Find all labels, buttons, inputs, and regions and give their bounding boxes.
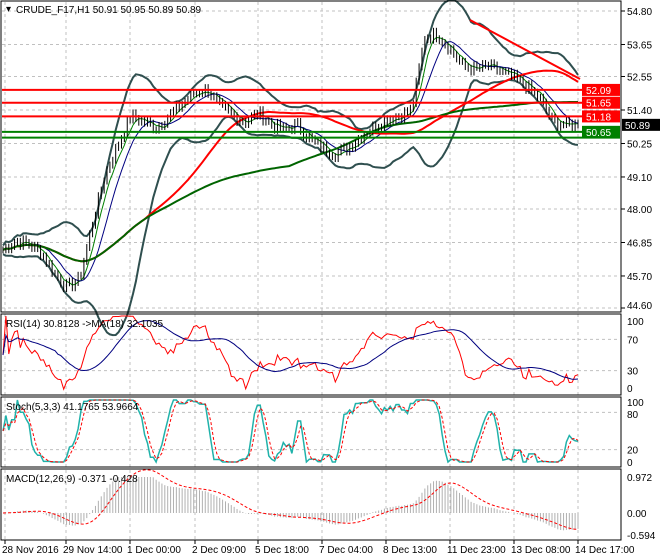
level-tag (582, 96, 620, 109)
time-label: 29 Nov 14:00 (63, 545, 123, 556)
time-label: 7 Dec 04:00 (319, 545, 373, 556)
macd-title: MACD(12,26,9) -0.371 -0.428 (6, 474, 138, 485)
stoch-tick-label: 80 (627, 410, 639, 421)
level-tag (582, 110, 620, 123)
rsi-panel (0, 313, 622, 396)
price-tick-label: 44.60 (627, 301, 652, 312)
rsi-line (2, 315, 579, 391)
level-label: 52.09 (586, 86, 611, 97)
macd-panel (0, 468, 622, 541)
icon-chevron: ▾ (6, 4, 11, 15)
rsi-tick-label: 0 (627, 384, 633, 395)
price-tick-label: 52.55 (627, 73, 652, 84)
bollinger-upper (2, 0, 579, 247)
rsi-tick-label: 70 (627, 335, 639, 346)
price-tick-label: 51.40 (627, 106, 652, 117)
stoch-tick-label: 100 (627, 398, 644, 409)
stoch-signal-line (2, 399, 579, 463)
time-label: 5 Dec 18:00 (255, 545, 309, 556)
time-label: 13 Dec 08:00 (511, 545, 571, 556)
price-tick-label: 48.00 (627, 205, 652, 216)
current-price-tag (622, 118, 660, 131)
stoch-title: Stoch(5,3,3) 41.1765 53.9664 (6, 402, 139, 413)
ma-5 (2, 36, 578, 286)
stoch-tick-label: 20 (627, 446, 639, 457)
time-label: 14 Dec 17:00 (575, 545, 635, 556)
level-label: 51.18 (586, 112, 611, 123)
macd-signal-line (2, 469, 579, 530)
stoch-tick-label: 0 (627, 458, 633, 469)
rsi-title: RSI(14) 30.8128 ->MA(18) 32.1035 (6, 319, 163, 330)
bollinger-lower (2, 78, 579, 337)
trend-line (469, 19, 581, 80)
level-label: 50.65 (586, 128, 611, 139)
price-tick-label: 49.10 (627, 173, 652, 184)
time-label: 11 Dec 23:00 (447, 545, 506, 556)
time-label: 28 Nov 2016 (2, 545, 59, 556)
macd-tick-label: 0.00 (627, 509, 647, 520)
level-label: 51.65 (586, 99, 611, 110)
ma-100 (2, 101, 578, 263)
ma-10 (2, 41, 579, 282)
price-tick-label: 46.85 (627, 238, 652, 249)
rsi-tick-label: 30 (627, 367, 639, 378)
level-tag (582, 125, 620, 138)
price-tick-label: 53.65 (627, 40, 652, 51)
stoch-panel (0, 396, 622, 468)
macd-tick-label: 0.972 (627, 473, 652, 484)
main-title: CRUDE_F17,H1 50.91 50.95 50.89 50.89 (16, 5, 202, 16)
macd-tick-label: -0.594 (627, 531, 656, 542)
rsi-tick-label: 100 (627, 317, 644, 328)
price-tick-label: 54.80 (627, 7, 652, 18)
time-label: 1 Dec 00:00 (127, 545, 181, 556)
time-label: 8 Dec 13:00 (383, 545, 437, 556)
current-price-label: 50.89 (625, 121, 650, 132)
level-tag (582, 83, 620, 96)
rsi-ma-line (2, 320, 579, 380)
main-panel (0, 0, 622, 313)
time-label: 2 Dec 09:00 (192, 545, 246, 556)
price-tick-label: 50.25 (627, 139, 652, 150)
price-tick-label: 45.70 (627, 272, 652, 283)
